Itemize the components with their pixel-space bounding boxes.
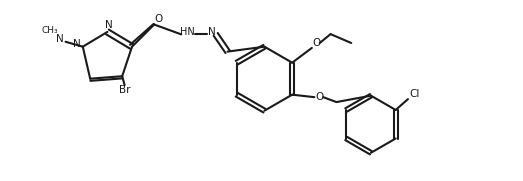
Text: Cl: Cl [409, 89, 419, 99]
Text: O: O [315, 92, 323, 102]
Text: O: O [154, 14, 162, 24]
Text: N: N [73, 39, 81, 49]
Text: N: N [105, 20, 112, 30]
Text: N: N [208, 27, 215, 37]
Text: HN: HN [180, 27, 195, 37]
Text: Br: Br [119, 85, 130, 95]
Text: CH₃: CH₃ [41, 26, 58, 35]
Text: N: N [56, 34, 63, 44]
Text: O: O [313, 38, 321, 48]
